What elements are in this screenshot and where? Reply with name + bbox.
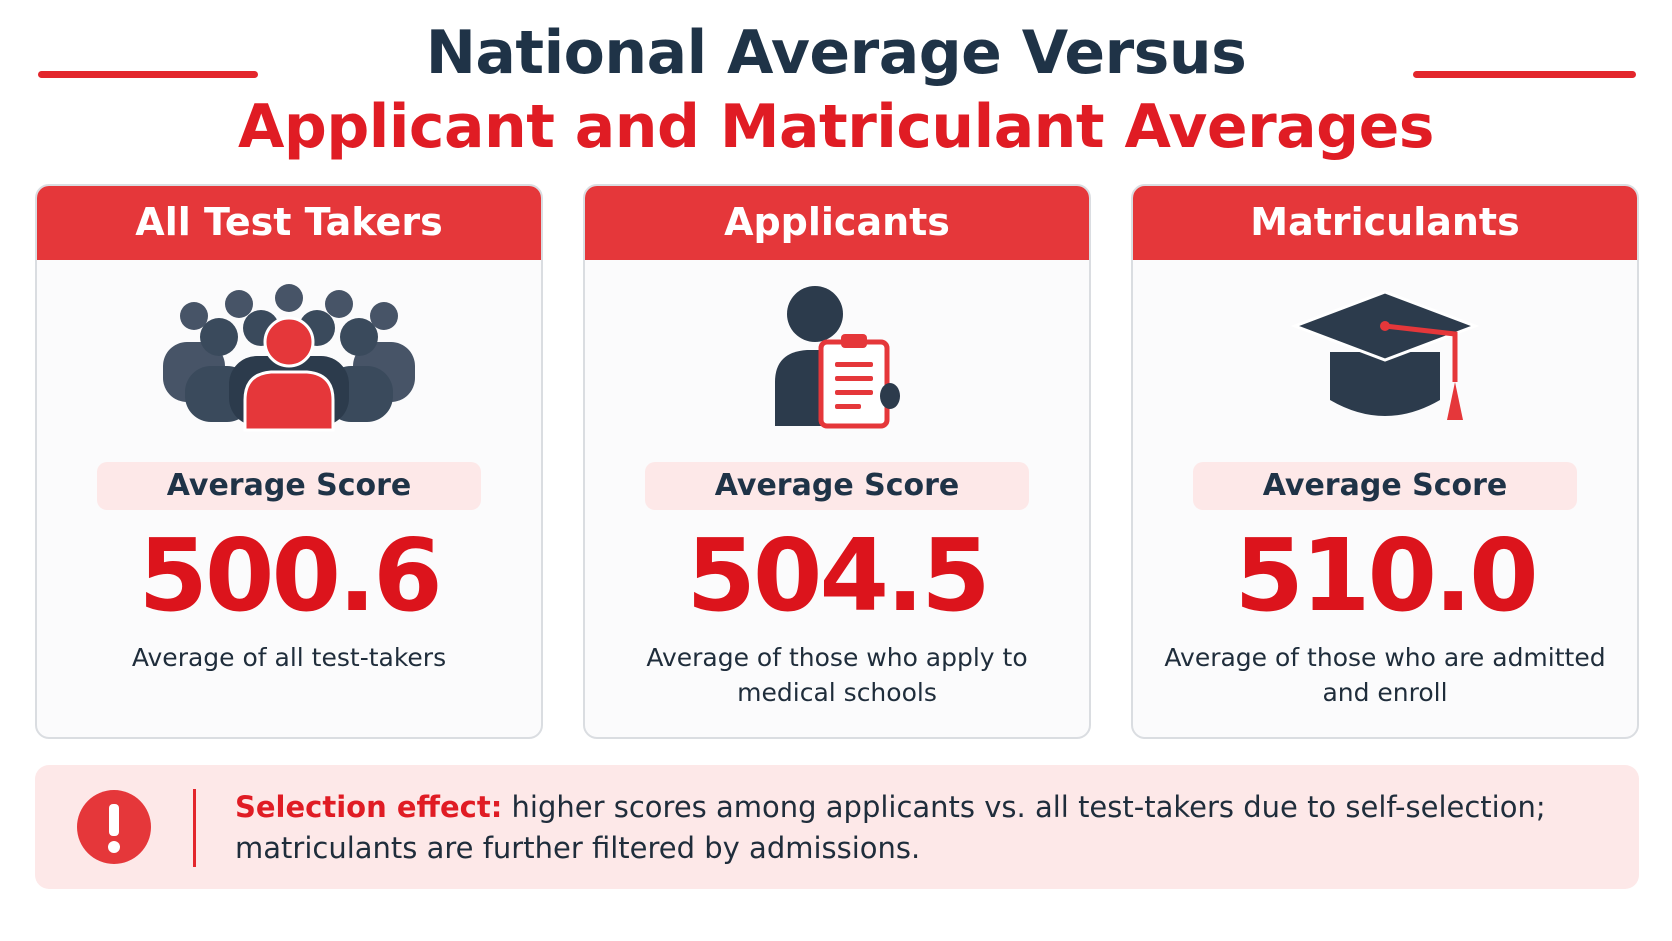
card-heading: All Test Takers [37,186,541,260]
average-score-value: 500.6 [138,517,442,634]
average-score-label: Average Score [1193,462,1577,510]
note-divider [193,789,196,867]
selection-effect-note: Selection effect: higher scores among ap… [35,765,1639,889]
card-applicants: Applicants Average Score 504.5 Average o… [583,184,1091,739]
page-title: National Average Versus Applicant and Ma… [0,16,1672,164]
title-line-2: Applicant and Matriculant Averages [237,92,1435,162]
note-body: higher scores among applicants vs. all t… [235,790,1546,865]
card-matriculants: Matriculants Average Score 510.0 Average… [1131,184,1639,739]
exclamation-icon [77,790,151,864]
graduation-cap-icon [1133,282,1637,432]
title-rule-left [38,71,258,78]
title-rule-right [1413,71,1636,78]
average-score-label: Average Score [645,462,1029,510]
score-description: Average of those who are admitted and en… [1164,643,1606,707]
score-description: Average of all test-takers [131,643,447,672]
note-text: Selection effect: higher scores among ap… [235,787,1595,869]
title-line-1: National Average Versus [425,18,1247,88]
average-score-label: Average Score [97,462,481,510]
card-all-test-takers: All Test Takers Av [35,184,543,739]
card-heading: Matriculants [1133,186,1637,260]
crowd-icon [37,282,541,432]
card-heading: Applicants [585,186,1089,260]
average-score-value: 510.0 [1234,517,1538,634]
note-lead: Selection effect: [235,790,503,824]
person-clipboard-icon [585,282,1089,432]
score-description: Average of those who apply to medical sc… [646,643,1028,707]
average-score-value: 504.5 [686,517,990,634]
